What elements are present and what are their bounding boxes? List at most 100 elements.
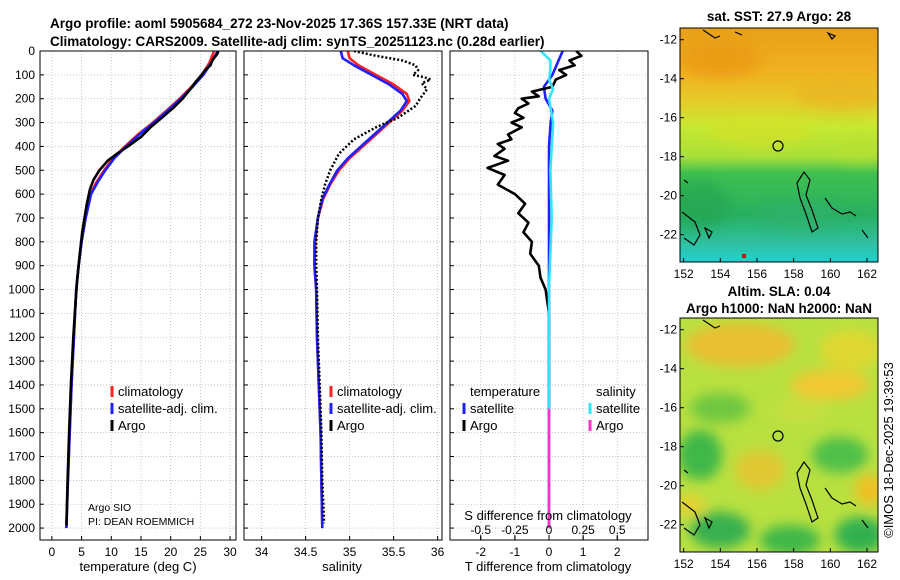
depth-tick-label: 500: [15, 163, 35, 177]
temperature-xtick-label: 0: [49, 545, 56, 559]
depth-tick-label: 1500: [8, 402, 35, 416]
salinity-legend: climatology satellite-adj. clim. Argo: [329, 384, 437, 433]
salinity-xtick-label: 34: [255, 545, 269, 559]
argo-float-position: [742, 254, 746, 258]
legend-label-satellite: satellite-adj. clim.: [337, 401, 437, 416]
salinity-xtick-label: 35: [343, 545, 357, 559]
salinity-panel: 34 34.5 35 35.5 36 salinity climatology sate…: [243, 50, 445, 574]
salinity-xtick-label: 34.5: [294, 545, 318, 559]
legend-label-climatology: climatology: [337, 384, 403, 399]
temperature-xtick-label: 20: [164, 545, 178, 559]
s-diff-tick-label: 0: [546, 523, 553, 537]
sst-map-lon-tick-label: 162: [857, 267, 877, 281]
sst-map-lon-tick-label: 160: [820, 267, 840, 281]
sla-map-lat-tick-label: -16: [660, 401, 678, 415]
temperature-legend: climatology satellite-adj. clim. Argo: [110, 384, 218, 433]
temperature-xtick-label: 15: [134, 545, 148, 559]
difference-series-salinity-satellite: [539, 51, 555, 529]
sst-map-lon-tick-label: 152: [674, 267, 694, 281]
depth-tick-label: 900: [15, 259, 35, 273]
salinity-xlabel: salinity: [322, 559, 362, 574]
legend-label-climatology: climatology: [118, 384, 184, 399]
figure-title-line2: Climatology: CARS2009. Satellite-adj cli…: [50, 34, 544, 49]
sst-map-lat-tick-label: -22: [660, 228, 678, 242]
sla-map-frame: [679, 317, 879, 553]
legend-title-temperature: temperature: [470, 384, 540, 399]
difference-series-temperature-argo: [486, 51, 583, 526]
difference-xtick-label: 1: [580, 545, 587, 559]
depth-tick-label: 1800: [8, 473, 35, 487]
depth-tick-label: 700: [15, 211, 35, 225]
sst-map: sat. SST: 27.9 Argo: 28: [660, 9, 879, 281]
temperature-series-argo: [65, 51, 220, 526]
sla-map-lat-tick-label: -14: [660, 362, 678, 376]
sla-map-lon-tick-label: 158: [784, 557, 804, 571]
sst-map-lat-tick-label: -18: [660, 150, 678, 164]
sla-map-lon-tick-label: 154: [710, 557, 730, 571]
sst-map-title: sat. SST: 27.9 Argo: 28: [707, 9, 852, 24]
sla-map-title-line2: Argo h1000: NaN h2000: NaN: [686, 301, 872, 316]
sla-coastlines: [681, 319, 869, 536]
depth-tick-label: 400: [15, 139, 35, 153]
depth-tick-label: 1900: [8, 497, 35, 511]
depth-tick-label: 100: [15, 68, 35, 82]
sst-map-lon-tick-label: 154: [710, 267, 730, 281]
temperature-xtick-label: 10: [105, 545, 119, 559]
temperature-xtick-label: 25: [194, 545, 208, 559]
depth-tick-label: 1600: [8, 426, 35, 440]
sla-map-lat-tick-label: -22: [660, 518, 678, 532]
salinity-series-argo: [314, 51, 432, 524]
temperature-xtick-label: 5: [78, 545, 85, 559]
depth-tick-label: 1400: [8, 378, 35, 392]
s-diff-tick-label: -0.25: [501, 523, 529, 537]
depth-tick-label: 600: [15, 187, 35, 201]
legend-label-argo: Argo: [337, 418, 364, 433]
sst-map-lat-tick-label: -20: [660, 189, 678, 203]
difference-xtick-label: -1: [510, 545, 521, 559]
sla-map-lat-tick-label: -12: [660, 323, 678, 337]
legend-label-satellite: satellite-adj. clim.: [118, 401, 218, 416]
salinity-xtick-label: 36: [431, 545, 445, 559]
s-diff-tick-label: 0.25: [571, 523, 595, 537]
sla-map-lon-tick-label: 152: [674, 557, 694, 571]
depth-tick-label: 2000: [8, 521, 35, 535]
s-diff-tick-label: -0.5: [470, 523, 491, 537]
legend-label-t-satellite: satellite: [470, 401, 514, 416]
depth-tick-label: 800: [15, 235, 35, 249]
sla-map-lon-tick-label: 162: [857, 557, 877, 571]
legend-label-t-argo: Argo: [470, 418, 497, 433]
sst-coastlines: [681, 29, 869, 246]
credit-pi: PI: DEAN ROEMMICH: [88, 516, 194, 528]
sst-map-lon-tick-label: 156: [747, 267, 767, 281]
difference-legend: temperature salinity satellite Argo sate…: [462, 384, 640, 433]
sla-map-lat-tick-label: -20: [660, 479, 678, 493]
sla-map: Altim. SLA: 0.04 Argo h1000: NaN h2000: …: [660, 284, 879, 571]
sla-map-lon-tick-label: 160: [820, 557, 840, 571]
sla-map-title-line1: Altim. SLA: 0.04: [728, 284, 831, 299]
watermark: ©IMOS 18-Dec-2025 19:39:53: [881, 362, 896, 538]
sla-map-lat-tick-label: -18: [660, 440, 678, 454]
temperature-axes-frame: [39, 50, 237, 541]
salinity-axes-frame: [243, 50, 443, 541]
sst-map-lon-tick-label: 158: [784, 267, 804, 281]
depth-tick-label: 200: [15, 92, 35, 106]
depth-tick-label: 1700: [8, 450, 35, 464]
temperature-xtick-label: 30: [223, 545, 237, 559]
sst-map-lat-tick-label: -14: [660, 72, 678, 86]
salinity-series-satellite-adj-clim-: [313, 51, 409, 529]
difference-panel: -2 -1 0 1 2 -0.5 -0.25 0 0.25 0.5 S difference f…: [449, 50, 649, 574]
depth-tick-label: 1200: [8, 330, 35, 344]
temperature-xlabel: temperature (deg C): [79, 559, 196, 574]
s-difference-label: S difference from climatology: [464, 508, 632, 523]
credit-institution: Argo SIO: [88, 502, 131, 514]
depth-tick-label: 0: [28, 44, 35, 58]
depth-tick-label: 1100: [9, 306, 35, 320]
figure-title-line1: Argo profile: aoml 5905684_272 23-Nov-20…: [50, 16, 508, 31]
salinity-xtick-label: 35.5: [382, 545, 406, 559]
t-difference-xlabel: T difference from climatology: [465, 559, 632, 574]
legend-title-salinity: salinity: [596, 384, 636, 399]
sla-map-lon-tick-label: 156: [747, 557, 767, 571]
legend-label-s-argo: Argo: [596, 418, 623, 433]
sst-texture: [680, 42, 878, 230]
